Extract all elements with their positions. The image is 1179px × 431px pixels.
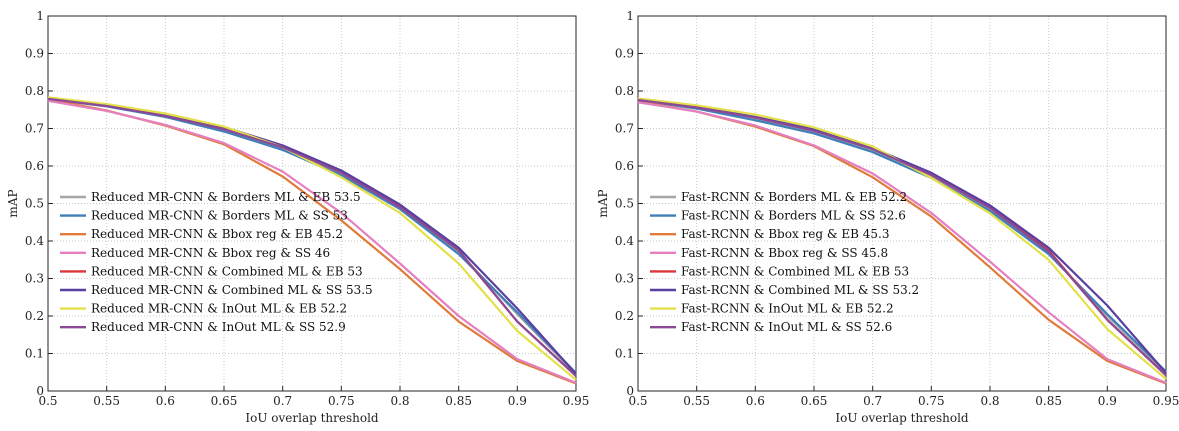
x-tick-label: 0.8	[980, 394, 999, 408]
x-tick-label: 0.95	[1153, 394, 1179, 408]
x-tick-label: 0.95	[563, 394, 590, 408]
series-group	[637, 97, 1167, 385]
series-line	[47, 99, 577, 384]
x-tick-label: 0.5	[628, 394, 647, 408]
series-line	[47, 97, 577, 377]
x-tick-label: 0.5	[38, 394, 57, 408]
y-axis-label: mAP	[596, 189, 610, 217]
y-tick-label: 0.1	[25, 347, 44, 361]
y-tick-label: 0.8	[615, 84, 634, 98]
legend-label: Fast-RCNN & InOut ML & SS 52.6	[681, 320, 892, 334]
x-tick-label: 0.65	[211, 394, 238, 408]
y-tick-label: 0.5	[615, 197, 634, 211]
x-axis-label: IoU overlap threshold	[245, 411, 379, 425]
legend-label: Reduced MR-CNN & Combined ML & SS 53.5	[91, 283, 373, 297]
x-tick-label: 0.75	[328, 394, 355, 408]
y-tick-label: 0.6	[25, 159, 44, 173]
series-line	[637, 101, 1167, 384]
x-tick-label: 0.65	[801, 394, 828, 408]
right-chart: 0.5 0.55 0.6 0.65 0.7 0.75 0.8 0.85 0.9 0.95 0 0.1 0…	[596, 9, 1179, 425]
series-group	[47, 96, 577, 385]
x-tick-label: 0.8	[390, 394, 409, 408]
legend-label: Fast-RCNN & Bbox reg & EB 45.3	[681, 227, 889, 241]
x-axis-label: IoU overlap threshold	[835, 411, 969, 425]
y-tick-label: 1	[626, 9, 634, 23]
series-line	[47, 96, 577, 381]
y-axis-label: mAP	[6, 189, 20, 217]
y-tick-label: 0.7	[615, 122, 634, 136]
y-tick-label: 0.3	[615, 272, 634, 286]
legend-label: Fast-RCNN & Bbox reg & SS 45.8	[681, 246, 888, 260]
legend-label: Reduced MR-CNN & InOut ML & SS 52.9	[91, 320, 346, 334]
legend-label: Reduced MR-CNN & Bbox reg & SS 46	[91, 246, 330, 260]
legend-label: Fast-RCNN & Borders ML & EB 52.2	[681, 190, 907, 204]
x-tick-label: 0.6	[746, 394, 765, 408]
y-tick-label: 0.1	[615, 347, 634, 361]
y-tick-label: 0.7	[25, 122, 44, 136]
x-tick-label: 0.55	[683, 394, 710, 408]
legend: Fast-RCNN & Borders ML & EB 52.2 Fast-RCN…	[650, 190, 919, 334]
y-tick-label: 0.3	[25, 272, 44, 286]
x-tick-label: 0.85	[1035, 394, 1062, 408]
legend-label: Fast-RCNN & Borders ML & SS 52.6	[681, 209, 906, 223]
y-tick-label: 0	[626, 384, 634, 398]
legend-label: Reduced MR-CNN & InOut ML & EB 52.2	[91, 302, 347, 316]
y-tick-label: 0.2	[615, 309, 634, 323]
x-tick-label: 0.7	[863, 394, 882, 408]
legend-label: Reduced MR-CNN & Borders ML & EB 53.5	[91, 190, 361, 204]
y-tick-label: 0.4	[615, 234, 634, 248]
y-tick-label: 0.2	[25, 309, 44, 323]
x-tick-label: 0.9	[508, 394, 527, 408]
legend-label: Fast-RCNN & Combined ML & SS 53.2	[681, 283, 919, 297]
left-chart: 0.5 0.55 0.6 0.65 0.7 0.75 0.8 0.85 0.9 0.95 0 0.1 0…	[6, 9, 590, 425]
x-tick-label: 0.85	[445, 394, 472, 408]
x-tick-label: 0.55	[93, 394, 120, 408]
legend-label: Reduced MR-CNN & Bbox reg & EB 45.2	[91, 227, 343, 241]
y-tick-label: 1	[36, 9, 44, 23]
legend-label: Fast-RCNN & InOut ML & EB 52.2	[681, 302, 894, 316]
y-tick-label: 0.6	[615, 159, 634, 173]
y-tick-label: 0.8	[25, 84, 44, 98]
y-tick-label: 0.9	[615, 47, 634, 61]
y-tick-label: 0.5	[25, 197, 44, 211]
x-tick-label: 0.6	[156, 394, 175, 408]
x-tick-label: 0.7	[273, 394, 292, 408]
x-tick-label: 0.75	[918, 394, 945, 408]
y-tick-label: 0.4	[25, 234, 44, 248]
series-line	[637, 98, 1167, 377]
grid	[638, 15, 1167, 391]
legend: Reduced MR-CNN & Borders ML & EB 53.5 Red…	[60, 190, 373, 334]
legend-label: Reduced MR-CNN & Borders ML & SS 53	[91, 209, 348, 223]
x-tick-label: 0.9	[1098, 394, 1117, 408]
y-tick-label: 0.9	[25, 47, 44, 61]
legend-label: Fast-RCNN & Combined ML & EB 53	[681, 264, 909, 278]
y-tick-label: 0	[36, 384, 44, 398]
legend-label: Reduced MR-CNN & Combined ML & EB 53	[91, 264, 363, 278]
